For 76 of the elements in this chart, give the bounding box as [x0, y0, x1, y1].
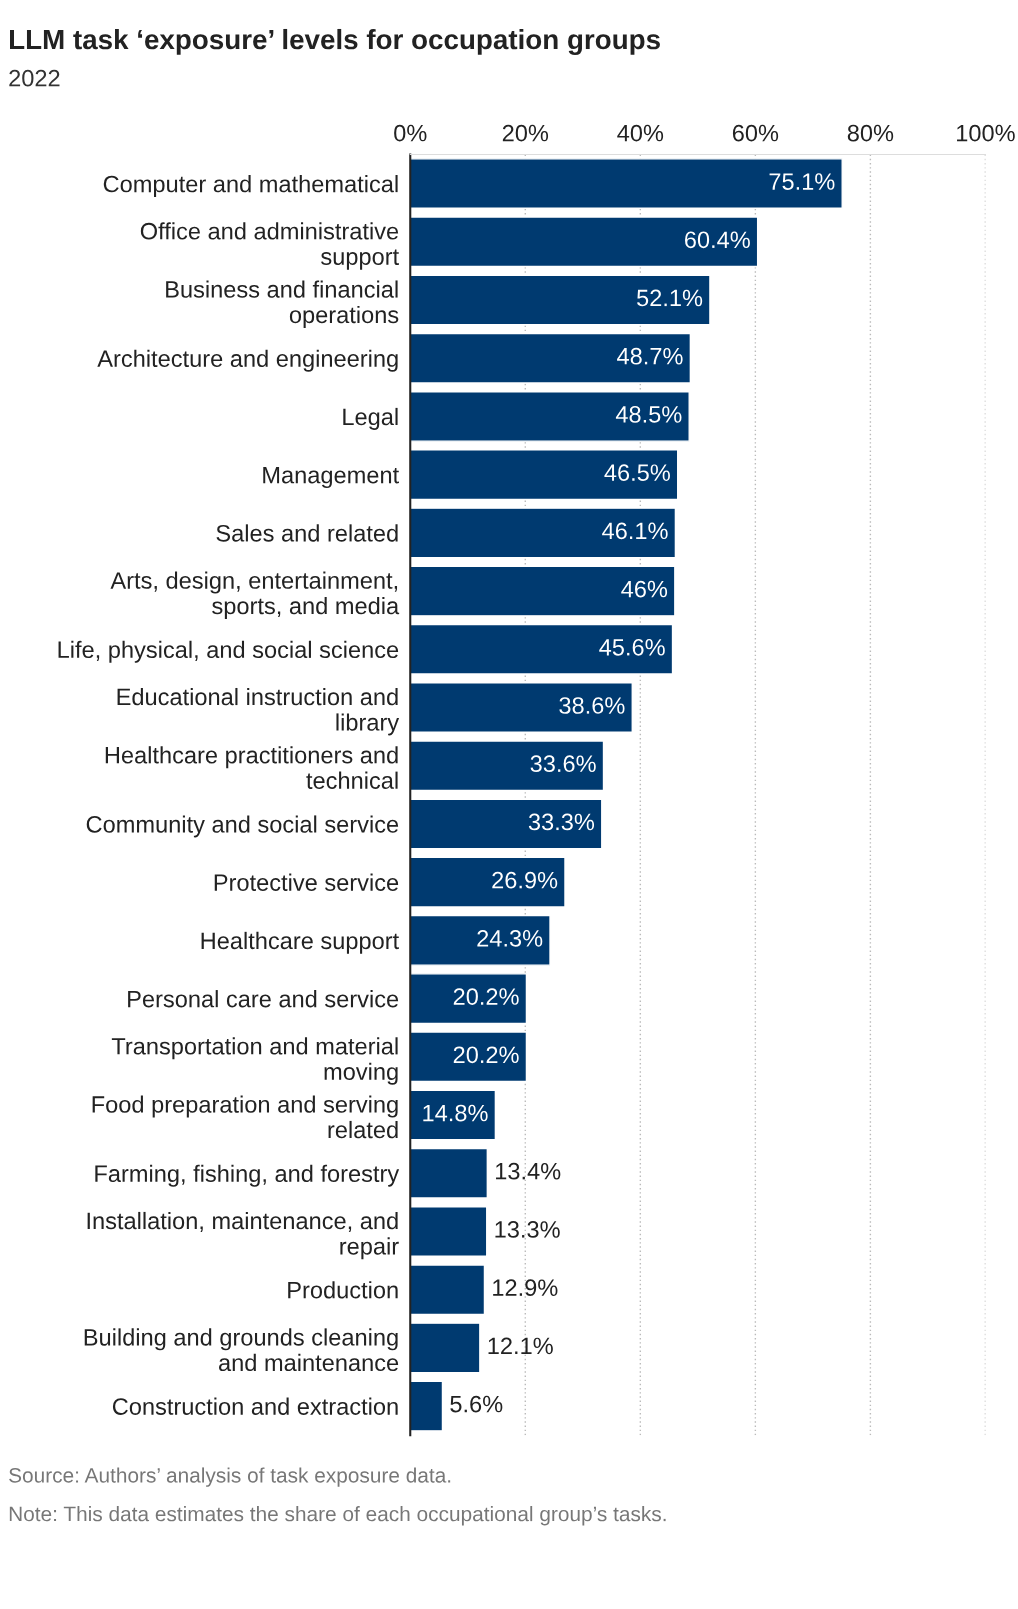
bar — [410, 1322, 481, 1374]
bar — [410, 391, 690, 442]
y-tick-label: Personal care and service — [128, 990, 399, 1008]
bar — [410, 1147, 489, 1199]
y-tick-label: Business and financial operations — [166, 280, 399, 328]
bar — [410, 682, 633, 733]
data-label: 46.5% — [604, 464, 670, 481]
data-label: 13.3% — [495, 1221, 560, 1238]
x-tick-label: 60% — [732, 124, 779, 142]
bar — [410, 449, 679, 501]
data-label: 26.9% — [492, 871, 558, 889]
data-label: 12.1% — [488, 1337, 553, 1355]
y-tick-label: Farming, fishing, and forestry — [95, 1164, 400, 1187]
bar — [410, 740, 605, 792]
data-label: 60.4% — [685, 231, 750, 249]
bar — [410, 1380, 444, 1432]
y-tick-label: Legal — [343, 407, 398, 430]
x-tick-label: 100% — [957, 124, 1015, 142]
y-tick-label: Architecture and engineering — [97, 349, 398, 372]
bar — [410, 216, 759, 268]
y-tick-label: Food preparation and serving related — [92, 1095, 398, 1139]
bar — [410, 856, 566, 908]
bar — [410, 507, 677, 559]
y-tick-label: Protective service — [214, 873, 399, 891]
y-tick-label: Office and administrative support — [140, 222, 399, 270]
bar — [410, 1031, 528, 1083]
bar — [410, 1089, 497, 1141]
bar — [410, 973, 528, 1025]
y-tick-label: Production — [288, 1281, 398, 1299]
source-note: Source: Authors’ analysis of task exposure data. — [9, 1467, 451, 1487]
data-label: 14.8% — [423, 1104, 488, 1122]
data-label: 52.1% — [637, 289, 703, 307]
x-tick-label: 40% — [617, 124, 664, 142]
bar — [410, 565, 676, 617]
data-label: 48.5% — [615, 406, 682, 423]
bar — [410, 914, 551, 966]
y-tick-label: Community and social service — [86, 815, 399, 838]
x-tick-label: 20% — [502, 124, 549, 142]
y-tick-label: Healthcare practitioners and technical — [105, 746, 398, 789]
y-tick-label: Computer and mathematical — [103, 175, 398, 198]
y-tick-label: Arts, design, entertainment, sports, and media — [110, 571, 400, 619]
bar — [410, 332, 692, 384]
data-label: 33.6% — [530, 755, 596, 773]
y-tick-label: Educational instruction and library — [117, 687, 400, 736]
data-label: 48.7% — [617, 347, 683, 365]
y-tick-label: Life, physical, and social science — [58, 640, 399, 663]
y-tick-label: Management — [263, 466, 399, 489]
text: Note: This data estimates the share of each occupational group’s tasks. — [9, 1506, 666, 1526]
y-tick-label: Healthcare support — [201, 931, 399, 954]
data-label: 13.4% — [496, 1162, 561, 1180]
data-label: 38.6% — [559, 697, 625, 714]
chart-title: LLM task ‘exposure’ levels for occupation groups — [10, 28, 660, 55]
bar — [410, 1264, 486, 1316]
x-tick-label: 80% — [847, 124, 894, 142]
bar — [410, 274, 711, 326]
data-label: 75.1% — [769, 173, 835, 190]
y-tick-label: Building and grounds cleaning and maintenance — [84, 1328, 399, 1372]
bar — [410, 623, 674, 675]
data-label: 20.2% — [453, 988, 519, 1005]
data-label: 12.9% — [493, 1279, 558, 1297]
data-label: 24.3% — [477, 930, 543, 947]
bar — [410, 798, 603, 850]
data-label: 45.6% — [599, 638, 665, 656]
y-tick-label: Construction and extraction — [112, 1397, 398, 1415]
data-label: 20.2% — [453, 1046, 519, 1064]
bar — [410, 158, 843, 210]
x-tick-label: 0% — [394, 124, 427, 142]
data-label: 46.1% — [602, 522, 668, 540]
y-tick-label: Transportation and material moving — [111, 1037, 398, 1085]
y-tick-label: Sales and related — [216, 524, 398, 542]
bar — [410, 1206, 488, 1257]
text: 2022 — [9, 69, 60, 87]
data-label: 33.3% — [528, 813, 595, 831]
y-tick-label: Installation, maintenance, and repair — [87, 1211, 399, 1260]
data-label: 5.6% — [450, 1395, 503, 1413]
data-label: 46% — [621, 580, 668, 598]
